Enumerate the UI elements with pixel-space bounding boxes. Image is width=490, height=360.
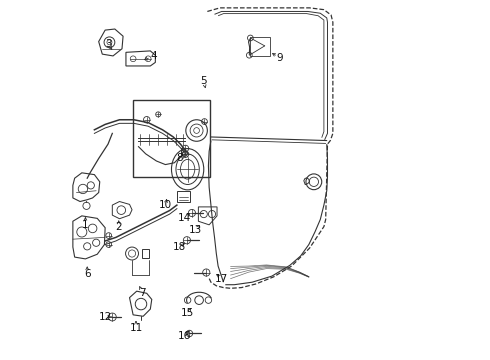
- Text: 7: 7: [140, 288, 146, 298]
- Text: 6: 6: [84, 269, 91, 279]
- Text: 15: 15: [181, 309, 194, 318]
- Text: 13: 13: [189, 225, 202, 235]
- Text: 3: 3: [105, 39, 111, 49]
- Text: 2: 2: [116, 222, 122, 232]
- Text: 11: 11: [129, 323, 143, 333]
- Text: 9: 9: [277, 53, 283, 63]
- Text: 10: 10: [159, 200, 172, 210]
- Text: 18: 18: [173, 242, 186, 252]
- Text: 17: 17: [215, 274, 228, 284]
- Bar: [250, 37, 270, 56]
- Text: 5: 5: [200, 76, 207, 86]
- Text: 4: 4: [150, 51, 157, 61]
- Text: 14: 14: [177, 213, 191, 222]
- Text: 12: 12: [99, 312, 113, 322]
- Bar: [133, 100, 210, 177]
- Text: 8: 8: [176, 153, 183, 163]
- Text: 16: 16: [177, 331, 191, 341]
- Text: 1: 1: [82, 220, 89, 230]
- Bar: [177, 192, 191, 202]
- Bar: [142, 249, 148, 258]
